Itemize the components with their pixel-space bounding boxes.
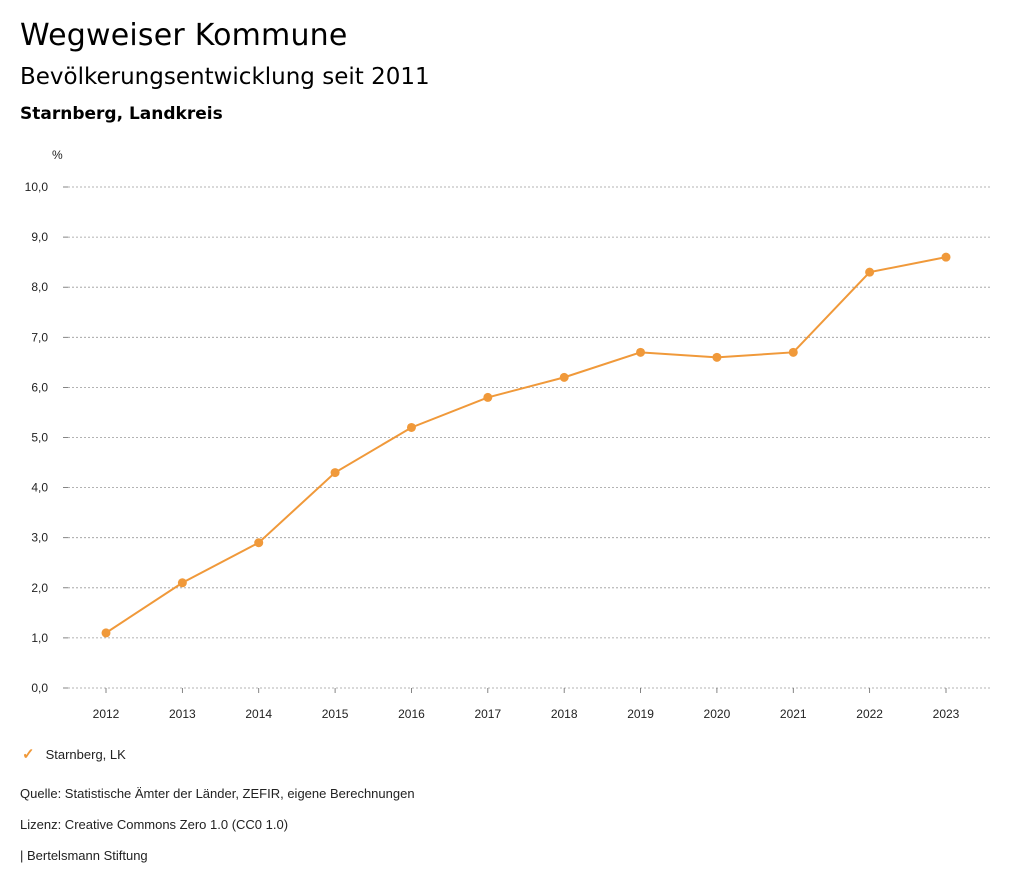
x-tick-label: 2022 [856, 707, 883, 721]
x-tick-label: 2016 [398, 707, 425, 721]
page-title: Wegweiser Kommune [20, 18, 348, 53]
y-tick-label: 2,0 [31, 581, 48, 595]
publisher-text: | Bertelsmann Stiftung [20, 848, 148, 863]
y-unit-label: % [52, 148, 63, 162]
data-point [559, 372, 569, 382]
region-label: Starnberg, Landkreis [20, 104, 223, 124]
line-chart: % 0,0 1,0 2,0 3,0 4,0 5,0 6,0 7,0 8,0 9,0 10,0 2012 2… [25, 148, 990, 721]
data-point [483, 392, 493, 402]
data-point [101, 628, 111, 638]
y-tick-label: 8,0 [31, 280, 48, 294]
y-tick-label: 5,0 [31, 431, 48, 445]
x-tick-label: 2020 [704, 707, 731, 721]
data-point [406, 422, 416, 432]
x-tick-label: 2019 [627, 707, 654, 721]
x-tick-label: 2012 [93, 707, 120, 721]
legend[interactable]: ✓ Starnberg, LK [22, 745, 126, 763]
data-point [788, 347, 798, 357]
x-tick-label: 2017 [474, 707, 501, 721]
y-tick-label: 3,0 [31, 531, 48, 545]
series-line [105, 256, 947, 634]
x-tick-label: 2013 [169, 707, 196, 721]
y-tick-label: 10,0 [25, 180, 49, 194]
x-tick-label: 2023 [933, 707, 960, 721]
license-text: Lizenz: Creative Commons Zero 1.0 (CC0 1… [20, 817, 289, 832]
data-point [712, 352, 722, 362]
data-point [941, 252, 951, 262]
x-tick-label: 2021 [780, 707, 807, 721]
data-point [254, 538, 264, 548]
y-tick-label: 4,0 [31, 481, 48, 495]
y-tick-label: 9,0 [31, 230, 48, 244]
data-point [865, 267, 875, 277]
data-point [177, 578, 187, 588]
y-tick-label: 6,0 [31, 380, 48, 394]
check-icon: ✓ [22, 746, 35, 763]
x-tick-label: 2014 [245, 707, 272, 721]
chart-subtitle: Bevölkerungsentwicklung seit 2011 [20, 64, 430, 90]
legend-label: Starnberg, LK [45, 746, 126, 762]
y-tick-label: 1,0 [31, 631, 48, 645]
x-tick-label: 2018 [551, 707, 578, 721]
data-point [636, 347, 646, 357]
x-tick-label: 2015 [322, 707, 349, 721]
source-text: Quelle: Statistische Ämter der Länder, Z… [20, 786, 415, 801]
y-tick-label: 0,0 [31, 681, 48, 695]
y-tick-label: 7,0 [31, 330, 48, 344]
data-point [330, 468, 340, 478]
